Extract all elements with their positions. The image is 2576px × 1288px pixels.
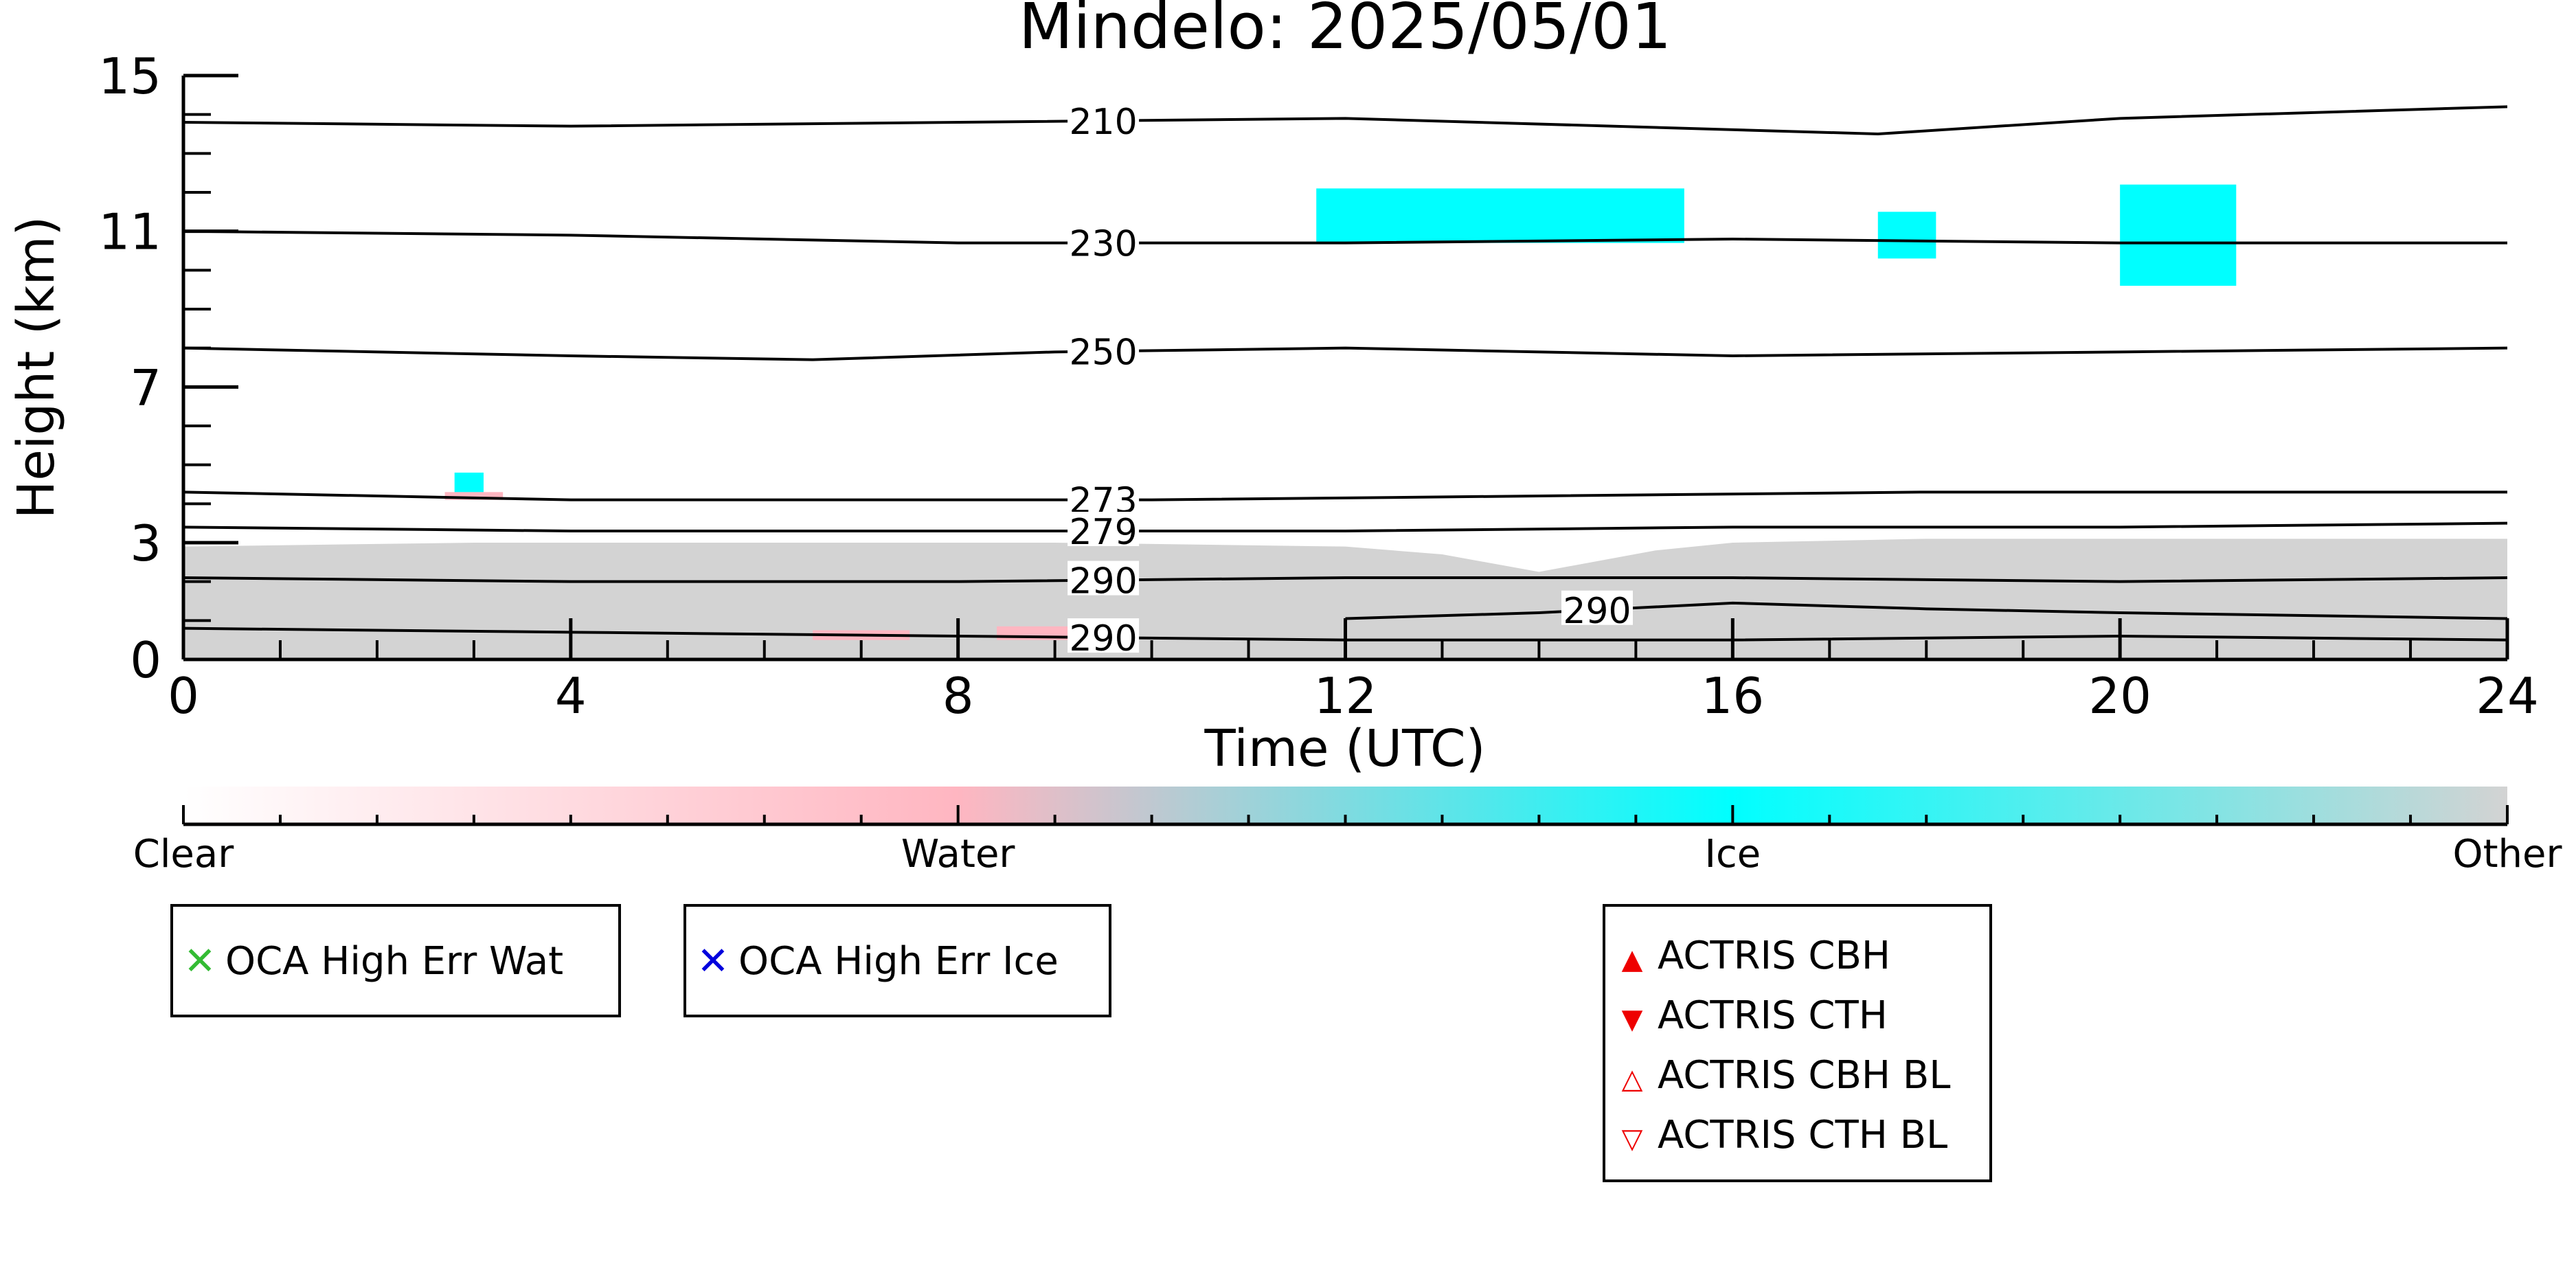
contour-line-279	[183, 521, 2507, 532]
contour-label-gap	[1067, 480, 1140, 515]
colorbar-label-water: Water	[901, 832, 1016, 877]
x-tick-label: 4	[555, 667, 587, 725]
filled-up-triangle-icon: ▲	[1621, 944, 1643, 975]
cloud-region-water	[444, 492, 504, 500]
contour-label-gap	[1561, 590, 1633, 625]
contour-line-273	[183, 490, 2507, 501]
contour-label-gap	[1067, 101, 1140, 136]
contour-line-290	[1345, 601, 2507, 620]
contour-label-290: 290	[1069, 618, 1137, 659]
legend-label: ACTRIS CTH	[1658, 993, 1888, 1038]
chart-title: Mindelo: 2025/05/01	[1019, 0, 1672, 63]
x-tick-label: 16	[1702, 667, 1765, 725]
legend-label: ACTRIS CBH	[1658, 934, 1891, 978]
contour-label-210: 210	[1069, 102, 1137, 143]
x-tick-label: 20	[2088, 667, 2151, 725]
contour-label-gap	[1067, 561, 1140, 596]
legend-item-actris-cbh-bl: △ ACTRIS CBH BL	[1615, 1057, 1951, 1098]
legend-label: OCA High Err Ice	[738, 939, 1059, 984]
contour-line-210	[183, 105, 2507, 136]
cloud-region-other	[183, 539, 2507, 659]
x-tick-label: 8	[942, 667, 974, 725]
legend-label: ACTRIS CTH BL	[1658, 1113, 1948, 1157]
contour-label-gap	[1067, 223, 1140, 258]
contour-label-gap	[1067, 618, 1140, 653]
x-tick-label: 12	[1314, 667, 1377, 725]
colorbar-ticks: Clear Water Ice Other	[133, 805, 2562, 877]
legend-item-oca-high-err-ice: ✕ OCA High Err Ice	[696, 942, 1059, 981]
contour-label-gap	[1067, 512, 1140, 546]
contour-line-230	[183, 229, 2507, 245]
legend-item-oca-high-err-wat: ✕ OCA High Err Wat	[183, 939, 564, 984]
colorbar-label-other: Other	[2452, 832, 2562, 877]
legend-oca-ice: ✕ OCA High Err Ice	[683, 904, 1111, 1017]
x-axis-ticks: 0 4 8 12 16 20 24	[168, 618, 2539, 725]
contour-line-250	[183, 346, 2507, 361]
x-tick-label: 0	[168, 667, 199, 725]
contour-label-290: 290	[1069, 561, 1137, 602]
legend-actris: ▲ ACTRIS CBH ▼ ACTRIS CTH △ ACTRIS CBH BL ▽…	[1603, 904, 1992, 1182]
contour-label-230: 230	[1069, 224, 1137, 265]
cloud-region-ice	[1877, 212, 1936, 259]
temperature-contours	[183, 105, 2507, 642]
legend-item-actris-cth: ▼ ACTRIS CTH	[1615, 997, 1888, 1039]
legend-item-actris-cbh: ▲ ACTRIS CBH	[1615, 937, 1890, 979]
y-tick-label: 15	[98, 47, 161, 105]
contour-label-279: 279	[1069, 512, 1137, 553]
y-tick-label: 11	[98, 203, 161, 261]
colorbar-label-clear: Clear	[133, 832, 234, 877]
cloud-region-ice	[2120, 184, 2237, 286]
contour-label-290: 290	[1563, 591, 1631, 632]
filled-down-triangle-icon: ▼	[1621, 1004, 1643, 1035]
y-tick-label: 0	[130, 631, 161, 689]
contour-line-290	[183, 576, 2507, 583]
colorbar-label-ice: Ice	[1704, 832, 1761, 877]
contour-label-250: 250	[1069, 332, 1137, 373]
y-axis-label: Height (km)	[7, 216, 66, 519]
y-tick-label: 7	[130, 359, 161, 416]
x-tick-label: 24	[2476, 667, 2539, 725]
x-marker-icon: ✕	[697, 939, 730, 984]
x-marker-icon: ✕	[183, 939, 216, 984]
legend-label: ACTRIS CBH BL	[1658, 1053, 1951, 1098]
y-axis-ticks: 0 3 7 11 15	[98, 47, 238, 689]
contour-label-gap	[1067, 332, 1140, 367]
legend-label: OCA High Err Wat	[225, 939, 564, 984]
legend-item-actris-cth-bl: ▽ ACTRIS CTH BL	[1615, 1113, 1948, 1158]
open-up-triangle-icon: △	[1621, 1063, 1643, 1095]
y-tick-label: 3	[130, 515, 161, 572]
cloud-region-ice	[1316, 188, 1684, 243]
cloud-classification-regions	[183, 184, 2507, 659]
legend-oca-water: ✕ OCA High Err Wat	[170, 904, 621, 1017]
open-down-triangle-icon: ▽	[1621, 1123, 1643, 1155]
x-axis-label: Time (UTC)	[1204, 719, 1485, 778]
